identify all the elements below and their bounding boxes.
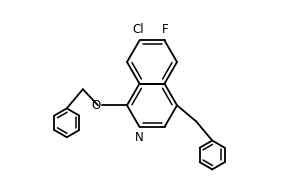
Text: F: F <box>162 23 169 36</box>
Text: N: N <box>135 131 144 144</box>
Text: Cl: Cl <box>133 23 144 36</box>
Text: O: O <box>92 99 101 112</box>
